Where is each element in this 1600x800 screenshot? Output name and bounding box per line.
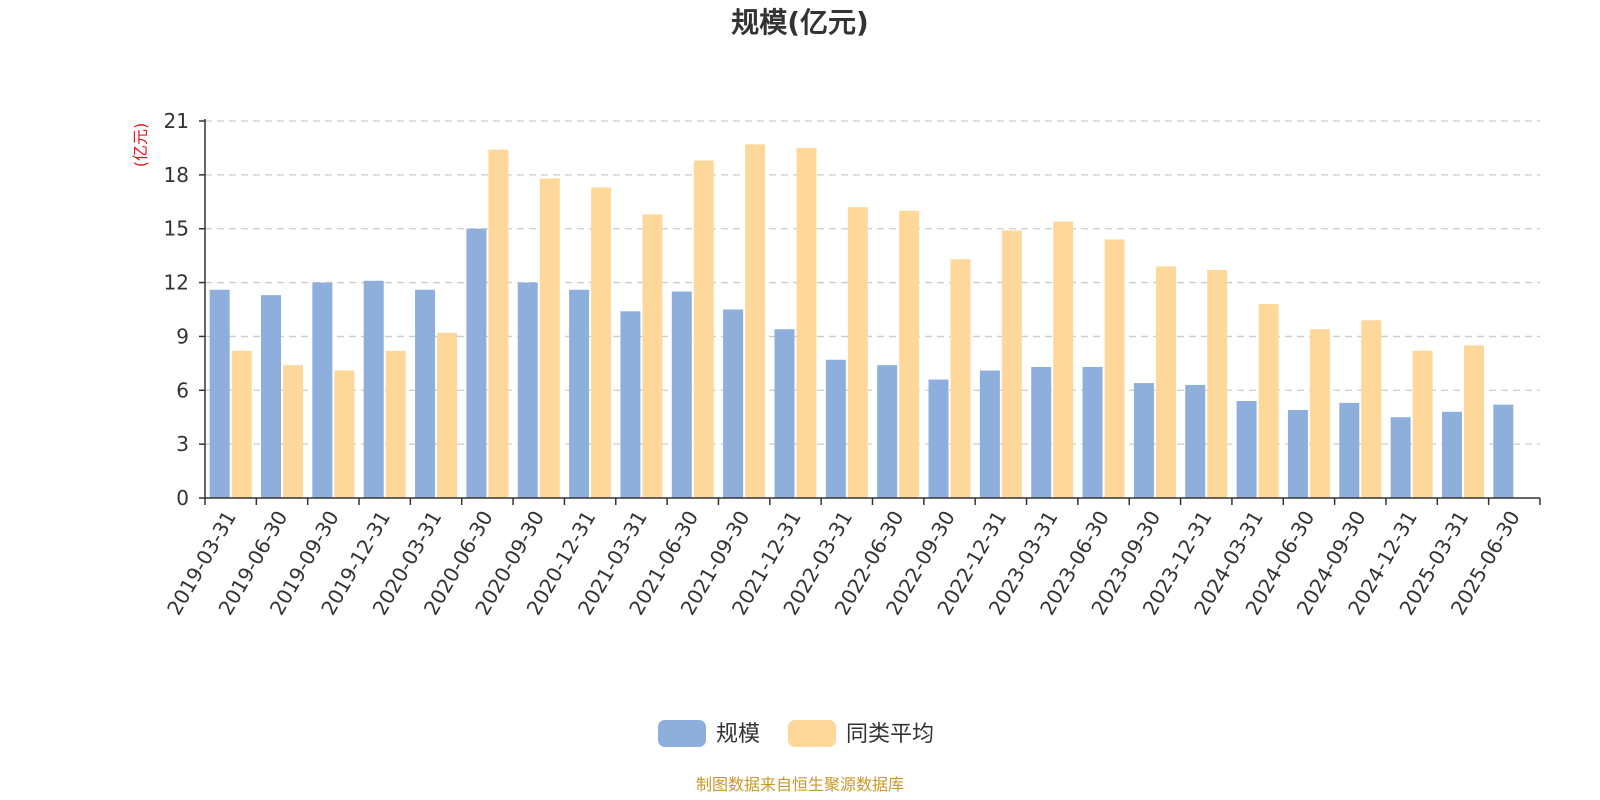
bar-scale	[671, 291, 692, 498]
bar-peer-average	[1053, 221, 1074, 499]
bar-peer-average	[1309, 329, 1330, 498]
data-source-note: 制图数据来自恒生聚源数据库	[696, 775, 904, 794]
bar-scale	[1287, 410, 1308, 498]
bar-scale	[723, 309, 744, 498]
x-tick-labels: 2019-03-312019-06-302019-09-302019-12-31…	[162, 507, 1525, 620]
bar-peer-average	[1412, 350, 1433, 498]
bar-scale	[1031, 366, 1052, 498]
y-tick-label: 12	[164, 271, 189, 295]
bar-peer-average	[437, 332, 458, 498]
chart-title: 规模(亿元)	[731, 6, 869, 39]
bar-peer-average	[950, 259, 971, 498]
bar-scale	[1082, 366, 1103, 498]
bar-scale	[415, 289, 436, 498]
y-tick-label: 0	[176, 486, 189, 510]
bar-peer-average	[1258, 304, 1279, 498]
bar-scale	[979, 370, 1000, 498]
bar-peer-average	[1001, 230, 1022, 498]
bar-scale	[1185, 384, 1206, 498]
bar-peer-average	[334, 370, 355, 498]
y-tick-label: 6	[176, 378, 189, 402]
bar-scale	[928, 379, 949, 498]
bar-peer-average	[488, 149, 509, 498]
bar-peer-average	[1463, 345, 1484, 498]
bar-peer-average	[385, 350, 406, 498]
bar-scale	[261, 295, 282, 498]
bar-peer-average	[1104, 239, 1125, 498]
bar-peer-average	[642, 214, 663, 498]
bar-scale	[517, 282, 538, 498]
bar-peer-average	[847, 207, 868, 498]
bar-scale	[363, 280, 384, 498]
legend-swatch-scale	[658, 720, 706, 747]
bar-scale	[620, 311, 641, 498]
y-tick-label: 21	[164, 109, 189, 133]
y-tick-label: 18	[164, 163, 189, 187]
bar-peer-average	[231, 350, 252, 498]
y-tick-labels: 0 3 6 9 12 15 18 21	[164, 109, 205, 510]
legend-label-peer-average: 同类平均	[846, 722, 934, 747]
bar-scale	[774, 329, 795, 498]
bar-scale	[1390, 417, 1411, 498]
bar-peer-average	[1155, 266, 1176, 498]
legend: 规模 同类平均	[658, 720, 934, 747]
bar-peer-average	[283, 365, 304, 498]
bar-scale	[877, 365, 898, 498]
y-tick-label: 3	[176, 432, 189, 456]
bar-peer-average	[899, 210, 920, 498]
bar-scale	[1133, 383, 1154, 498]
bar-scale	[1493, 404, 1514, 498]
bar-peer-average	[745, 144, 766, 499]
bar-peer-average	[539, 178, 560, 498]
bar-scale	[1441, 411, 1462, 498]
axes	[204, 119, 1541, 505]
bar-peer-average	[591, 187, 612, 498]
y-axis-unit: (亿元)	[131, 123, 150, 168]
legend-swatch-peer-average	[788, 720, 836, 747]
bar-peer-average	[693, 160, 714, 498]
bar-scale	[569, 289, 590, 498]
y-tick-label: 15	[164, 217, 189, 241]
bar-peer-average	[796, 147, 817, 498]
bar-scale	[466, 228, 487, 498]
bar-scale	[1236, 401, 1257, 498]
bar-scale	[209, 289, 230, 498]
bar-scale	[825, 359, 846, 498]
bar-scale	[1339, 402, 1360, 498]
bar-scale	[312, 282, 333, 498]
y-tick-label: 9	[176, 324, 189, 348]
legend-label-scale: 规模	[716, 722, 760, 747]
bar-peer-average	[1207, 270, 1228, 498]
bar-peer-average	[1361, 320, 1382, 498]
bars	[209, 144, 1514, 499]
